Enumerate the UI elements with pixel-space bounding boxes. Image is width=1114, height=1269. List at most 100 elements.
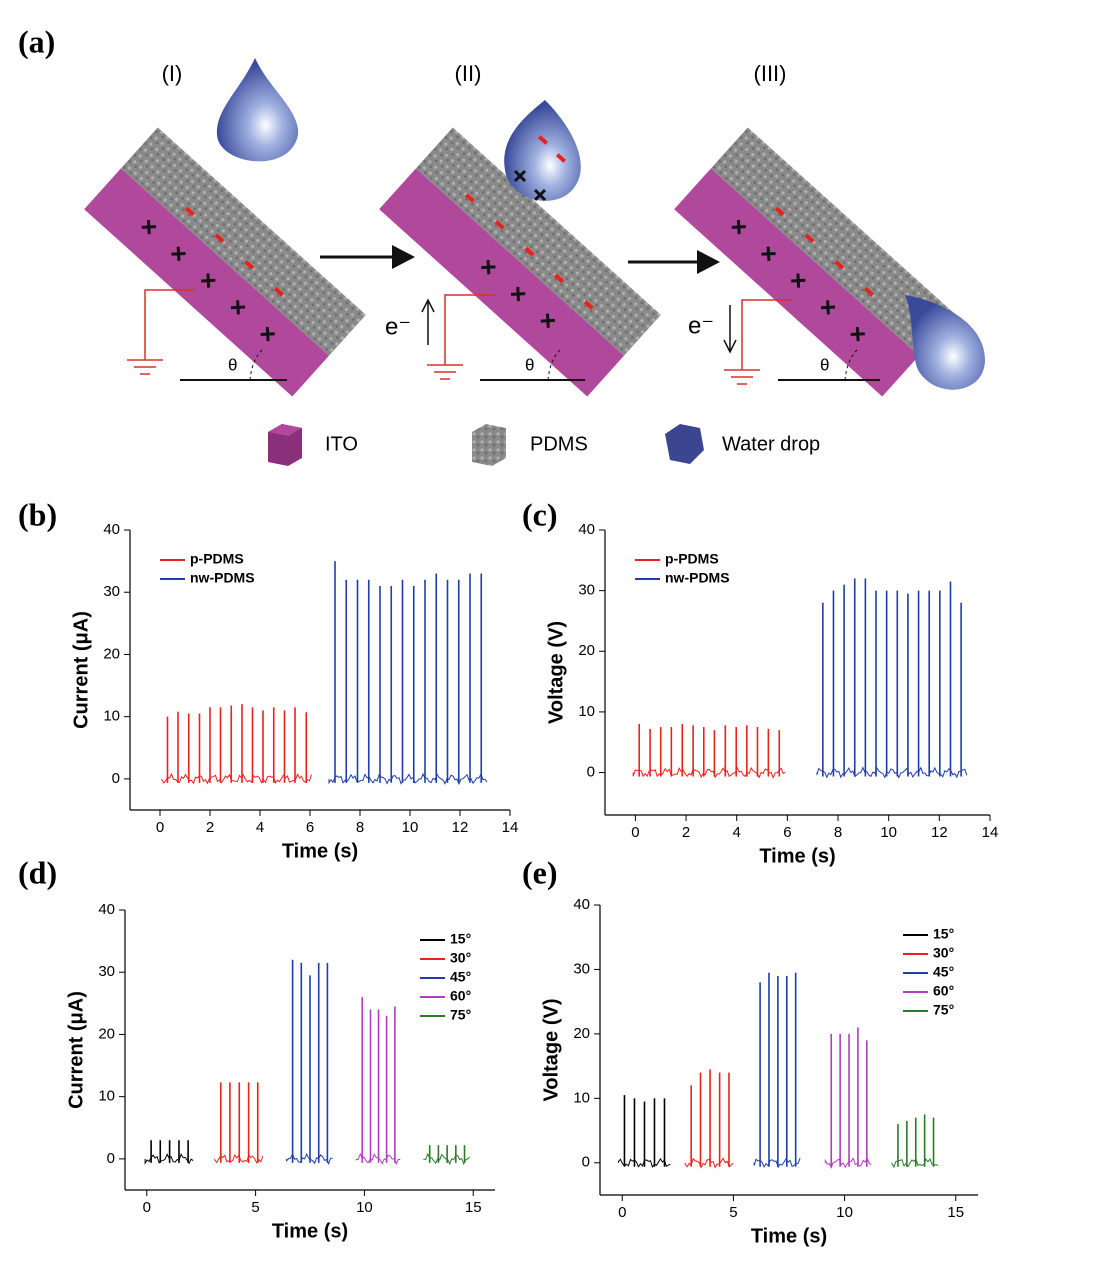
y-tick-label: 30 [103,583,120,600]
ground [126,289,196,375]
y-tick-label: 20 [573,1025,590,1042]
y-tick-label: 10 [103,708,120,725]
x-tick-label: 6 [306,819,314,836]
x-tick-label: 12 [931,824,948,841]
legend-label: p-PDMS [665,551,719,567]
legend-label: Water drop [722,433,820,455]
stage-3: (III) e⁻ θ [674,61,985,397]
legend-label: PDMS [530,433,588,455]
angle-arc [249,349,263,381]
x-tick-label: 14 [502,819,519,836]
legend-label: 15° [933,926,954,942]
y-tick-label: 10 [98,1088,115,1105]
angle-arc [547,349,561,381]
legend-label: p-PDMS [190,551,244,567]
x-tick-label: 2 [682,824,690,841]
stage-label: (III) [754,61,787,86]
x-tick-label: 10 [356,1199,373,1216]
water-drop [905,295,985,390]
x-tick-label: 10 [880,824,897,841]
x-tick-label: 10 [402,819,419,836]
ground [426,294,496,380]
legend-label: nw-PDMS [190,570,255,586]
panel-label: (b) [18,496,57,532]
baseline-noise [824,1157,872,1169]
electron-arrow [421,298,435,345]
legend-label: 75° [450,1007,471,1023]
x-tick-label: 10 [836,1204,853,1221]
y-tick-label: 10 [573,1089,590,1106]
x-tick-label: 15 [947,1204,964,1221]
arrow-head [697,250,720,274]
legend-label: nw-PDMS [665,570,730,586]
y-tick-label: 0 [112,770,120,787]
y-tick-label: 10 [578,703,595,720]
x-tick-label: 2 [206,819,214,836]
x-tick-label: 8 [356,819,364,836]
y-axis-label: Voltage (V) [540,999,562,1102]
y-tick-label: 40 [98,901,115,918]
y-axis-label: Current (μA) [70,611,92,729]
baseline-noise [632,766,786,779]
legend-label: 45° [933,964,954,980]
y-tick-label: 30 [98,963,115,980]
x-tick-label: 14 [982,824,999,841]
x-tick-label: 0 [618,1204,626,1221]
legend-label: 60° [450,988,471,1004]
x-axis-label: Time (s) [751,1225,827,1247]
baseline-noise [617,1157,671,1169]
x-tick-label: 8 [834,824,842,841]
electron-label: e⁻ [385,313,411,340]
legend-label: 30° [450,950,471,966]
baseline-noise [684,1157,734,1169]
x-tick-label: 0 [143,1199,151,1216]
baseline-noise [816,766,968,779]
x-tick-label: 4 [733,824,741,841]
y-tick-label: 30 [573,960,590,977]
panel-label: (a) [18,23,55,59]
x-tick-label: 12 [452,819,469,836]
angle-arc [844,349,858,381]
x-axis-label: Time (s) [759,845,835,867]
angle-label: θ [820,355,829,374]
baseline-noise [161,772,312,785]
y-tick-label: 0 [582,1154,590,1171]
y-tick-label: 20 [98,1025,115,1042]
x-tick-label: 6 [783,824,791,841]
water-drop [504,100,581,201]
angle-label: θ [525,355,534,374]
electron-arrow [723,305,737,354]
y-tick-label: 40 [573,896,590,913]
slab [84,127,366,397]
x-tick-label: 5 [729,1204,737,1221]
water-drop [216,58,299,162]
panel-label: (c) [522,496,558,532]
legend-label: ITO [325,433,358,455]
legend-label: 75° [933,1002,954,1018]
diagram-legend: ITO PDMS Water drop [268,424,820,466]
y-tick-label: 40 [103,521,120,538]
x-tick-label: 15 [465,1199,482,1216]
y-tick-label: 30 [578,582,595,599]
legend-label: 45° [450,969,471,985]
x-tick-label: 5 [251,1199,259,1216]
stage-1: (I) θ [84,58,366,397]
y-axis-label: Voltage (V) [545,621,567,724]
legend-label: 30° [933,945,954,961]
legend-label: 60° [933,983,954,999]
legend-label: 15° [450,931,471,947]
y-tick-label: 0 [587,764,595,781]
x-axis-label: Time (s) [282,840,358,862]
y-tick-label: 20 [103,645,120,662]
y-tick-label: 20 [578,642,595,659]
arrow-head [392,245,415,269]
stage-2: (II) e⁻ θ [379,61,661,397]
x-tick-label: 0 [156,819,164,836]
y-axis-label: Current (μA) [65,991,87,1109]
x-tick-label: 4 [256,819,264,836]
x-tick-label: 0 [631,824,639,841]
y-tick-label: 40 [578,521,595,538]
electron-label: e⁻ [688,312,714,339]
panel-label: (d) [18,854,57,890]
